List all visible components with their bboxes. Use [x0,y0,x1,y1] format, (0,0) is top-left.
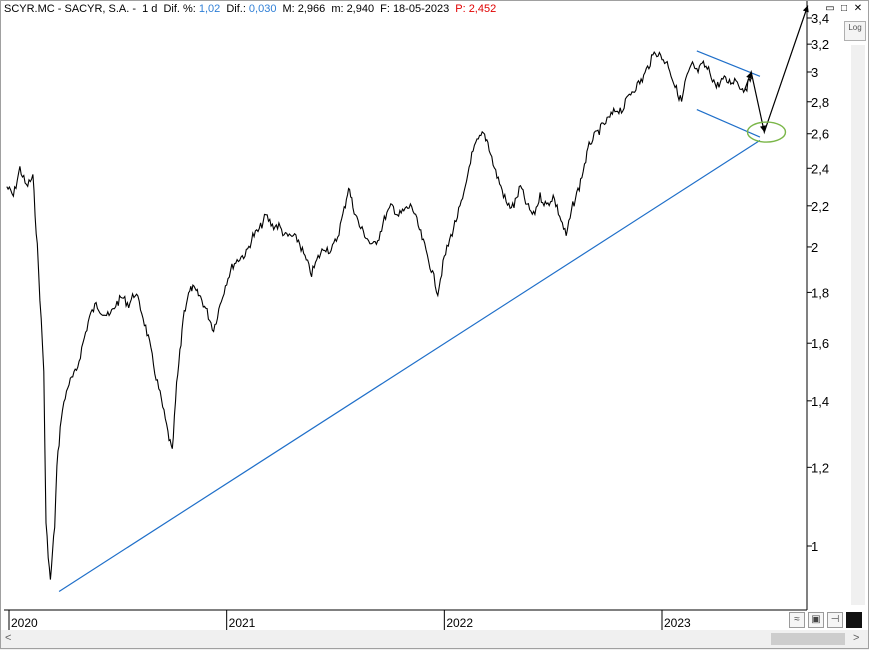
dif-pct-value: 1,02 [198,3,221,15]
x-tick-label: 2022 [446,616,473,630]
arrowhead [760,125,766,133]
close-button[interactable]: ✕ [853,3,863,14]
dif-label: Dif.: [226,3,246,15]
price-value: 2,452 [468,3,497,15]
plot-area [4,1,808,611]
y-tick-label: 2,2 [811,199,829,214]
x-tick-label: 2021 [229,616,256,630]
horizontal-scrollbar[interactable]: < > [1,630,868,648]
chart-annotations [58,5,809,592]
dif-value: 0,030 [248,3,277,15]
trendline [58,139,761,592]
trendline [696,50,761,77]
min-label: m: [331,3,344,15]
max-value: 2,966 [297,3,326,15]
save-icon[interactable]: ▣ [808,612,824,628]
y-tick-label: 2,4 [811,161,829,176]
y-axis-ticks: 3,4 3,2 3 2,8 2,6 2,4 2,2 2 1,8 1,6 1,4 1,2 1 [807,11,829,554]
trendline [696,108,761,138]
y-tick-label: 1,4 [811,394,829,409]
y-tick-label: 3,2 [811,37,829,52]
projection-arrow [744,5,809,135]
y-tick-label: 3 [811,65,818,80]
y-tick-label: 3,4 [811,11,829,26]
x-tick-label: 2023 [664,616,691,630]
date-label: F: [380,3,390,15]
scrollbar-thumb[interactable] [771,633,845,645]
x-tick-label: 2020 [11,616,38,630]
y-tick-label: 1,2 [811,460,829,475]
scroll-left-icon[interactable]: < [5,632,12,644]
target-ellipse [746,121,787,143]
min-value: 2,940 [346,3,375,15]
window-controls: ▭ □ ✕ [824,3,864,15]
price-series [6,51,752,580]
arrowhead [746,72,752,79]
maximize-button[interactable]: □ [840,3,848,14]
max-label: M: [282,3,295,15]
y-tick-label: 1,6 [811,336,829,351]
y-tick-label: 2,8 [811,95,829,110]
symbol-name: SCYR.MC - SACYR, S.A. - [4,3,137,15]
vertical-scrollbar[interactable] [851,45,865,605]
log-scale-button[interactable]: Log [844,21,866,41]
plot-background [4,18,807,610]
price-label: P: [455,3,466,15]
pin-icon[interactable]: ⊣ [827,612,843,628]
arrowhead [802,5,809,13]
y-tick-label: 2 [811,240,818,255]
minimize-button[interactable]: ▭ [825,3,835,14]
chart-title-bar: SCYR.MC - SACYR, S.A. - 1 d Dif. %: 1,02 … [1,1,807,18]
y-tick-label: 1 [811,539,818,554]
x-axis-ticks: 2020 2021 2022 2023 [8,610,691,630]
color-box-icon[interactable] [846,612,862,628]
timeframe: 1 d [142,3,158,15]
y-tick-label: 1,8 [811,285,829,300]
y-tick-label: 2,6 [811,127,829,142]
chart-tool-icons: ≈ ▣ ⊣ [789,612,862,628]
date-value: 18-05-2023 [392,3,450,15]
wave-icon[interactable]: ≈ [789,612,805,628]
dif-pct-label: Dif. %: [163,3,196,15]
scroll-right-icon[interactable]: > [853,632,860,644]
price-line [6,51,752,580]
